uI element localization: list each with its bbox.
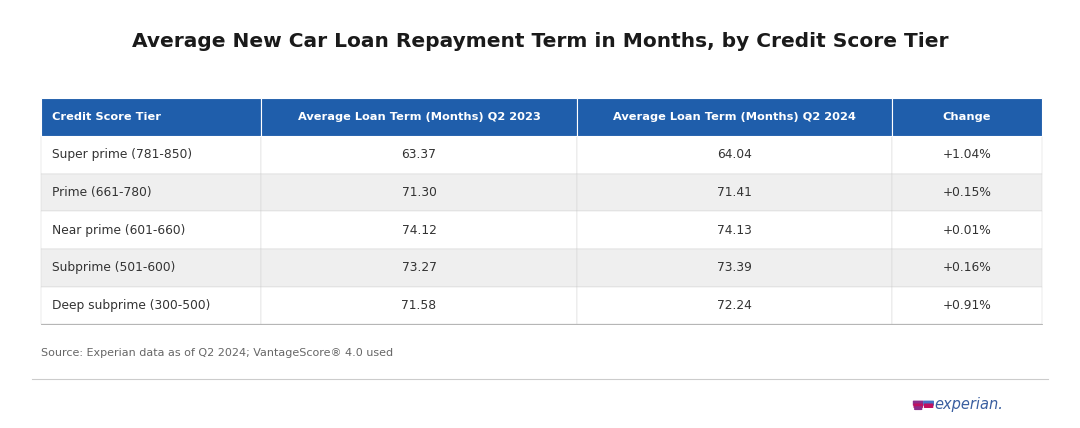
Text: +1.04%: +1.04% bbox=[943, 149, 991, 161]
Text: +0.15%: +0.15% bbox=[943, 186, 991, 199]
Text: 73.27: 73.27 bbox=[402, 262, 436, 274]
Text: 72.24: 72.24 bbox=[717, 299, 752, 312]
Text: Average Loan Term (Months) Q2 2023: Average Loan Term (Months) Q2 2023 bbox=[298, 112, 540, 122]
Text: 64.04: 64.04 bbox=[717, 149, 752, 161]
Text: 71.58: 71.58 bbox=[402, 299, 436, 312]
Text: Average Loan Term (Months) Q2 2024: Average Loan Term (Months) Q2 2024 bbox=[613, 112, 855, 122]
Text: 74.13: 74.13 bbox=[717, 224, 752, 237]
Text: experian.: experian. bbox=[934, 397, 1003, 413]
Text: 63.37: 63.37 bbox=[402, 149, 436, 161]
Text: Deep subprime (300-500): Deep subprime (300-500) bbox=[52, 299, 211, 312]
Text: Prime (661-780): Prime (661-780) bbox=[52, 186, 151, 199]
Text: +0.91%: +0.91% bbox=[943, 299, 991, 312]
Text: +0.01%: +0.01% bbox=[943, 224, 991, 237]
Text: +0.16%: +0.16% bbox=[943, 262, 991, 274]
Text: Change: Change bbox=[943, 112, 991, 122]
Text: Subprime (501-600): Subprime (501-600) bbox=[52, 262, 175, 274]
Text: 73.39: 73.39 bbox=[717, 262, 752, 274]
Text: 74.12: 74.12 bbox=[402, 224, 436, 237]
Text: 71.30: 71.30 bbox=[402, 186, 436, 199]
Text: Super prime (781-850): Super prime (781-850) bbox=[52, 149, 192, 161]
Text: Average New Car Loan Repayment Term in Months, by Credit Score Tier: Average New Car Loan Repayment Term in M… bbox=[132, 32, 948, 51]
Text: Near prime (601-660): Near prime (601-660) bbox=[52, 224, 185, 237]
Text: 71.41: 71.41 bbox=[717, 186, 752, 199]
Text: Credit Score Tier: Credit Score Tier bbox=[52, 112, 161, 122]
Text: Source: Experian data as of Q2 2024; VantageScore® 4.0 used: Source: Experian data as of Q2 2024; Van… bbox=[41, 348, 393, 358]
